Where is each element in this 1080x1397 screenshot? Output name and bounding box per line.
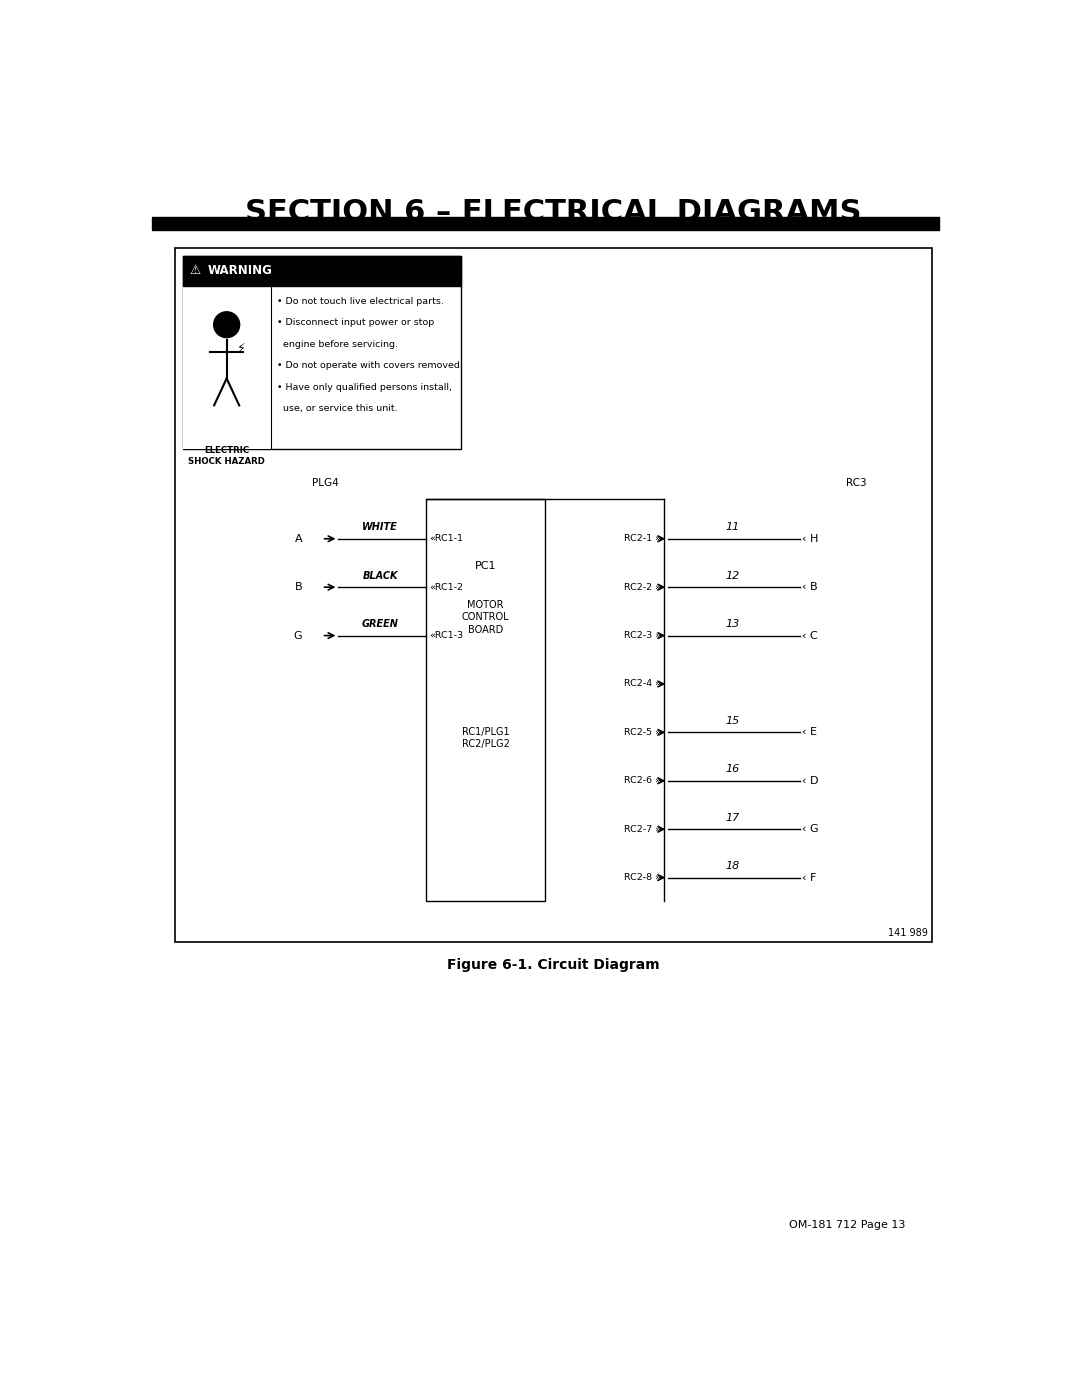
Text: use, or service this unit.: use, or service this unit. bbox=[278, 404, 397, 414]
Text: «RC1-2: «RC1-2 bbox=[429, 583, 463, 592]
Text: MOTOR
CONTROL
BOARD: MOTOR CONTROL BOARD bbox=[462, 599, 510, 634]
Text: PLG4: PLG4 bbox=[312, 478, 339, 488]
Text: ⚠: ⚠ bbox=[189, 264, 201, 278]
Text: 13: 13 bbox=[725, 619, 740, 629]
Text: RC2-4 »: RC2-4 » bbox=[624, 679, 661, 689]
Text: «RC1-1: «RC1-1 bbox=[429, 534, 463, 543]
Text: A: A bbox=[295, 534, 302, 543]
Text: 12: 12 bbox=[725, 571, 740, 581]
Text: RC2-6 »: RC2-6 » bbox=[624, 777, 661, 785]
Text: • Do not operate with covers removed.: • Do not operate with covers removed. bbox=[278, 362, 463, 370]
Text: ‹ H: ‹ H bbox=[802, 534, 819, 543]
Text: SECTION 6 – ELECTRICAL DIAGRAMS: SECTION 6 – ELECTRICAL DIAGRAMS bbox=[245, 198, 862, 228]
Text: ‹ E: ‹ E bbox=[802, 728, 818, 738]
Text: ELECTRIC
SHOCK HAZARD: ELECTRIC SHOCK HAZARD bbox=[188, 446, 265, 465]
Bar bbox=[175, 249, 932, 942]
Text: ⚡: ⚡ bbox=[237, 342, 245, 355]
Text: 18: 18 bbox=[725, 861, 740, 872]
Bar bbox=[183, 256, 461, 286]
Text: ‹ G: ‹ G bbox=[802, 824, 819, 834]
Text: B: B bbox=[295, 583, 302, 592]
Text: Figure 6-1. Circuit Diagram: Figure 6-1. Circuit Diagram bbox=[447, 958, 660, 972]
Text: ‹ F: ‹ F bbox=[802, 873, 816, 883]
Bar bbox=[183, 286, 271, 450]
Text: RC2-5 »: RC2-5 » bbox=[624, 728, 661, 736]
Text: RC2-2 »: RC2-2 » bbox=[624, 583, 661, 592]
Text: RC2-8 »: RC2-8 » bbox=[624, 873, 661, 882]
Text: 141 989: 141 989 bbox=[888, 928, 928, 937]
Text: • Disconnect input power or stop: • Disconnect input power or stop bbox=[278, 319, 434, 327]
Text: GREEN: GREEN bbox=[362, 619, 399, 629]
Text: RC3: RC3 bbox=[847, 478, 867, 488]
Text: 11: 11 bbox=[725, 522, 740, 532]
Text: RC2-1 »: RC2-1 » bbox=[624, 534, 661, 543]
Text: 15: 15 bbox=[725, 715, 740, 726]
Text: WARNING: WARNING bbox=[207, 264, 272, 278]
Text: • Have only qualified persons install,: • Have only qualified persons install, bbox=[278, 383, 453, 391]
Text: RC1/PLG1
RC2/PLG2: RC1/PLG1 RC2/PLG2 bbox=[462, 726, 510, 749]
Text: engine before servicing.: engine before servicing. bbox=[278, 339, 399, 349]
Text: ‹ B: ‹ B bbox=[802, 583, 818, 592]
Text: 16: 16 bbox=[725, 764, 740, 774]
Text: WHITE: WHITE bbox=[363, 522, 399, 532]
Text: • Do not touch live electrical parts.: • Do not touch live electrical parts. bbox=[278, 296, 444, 306]
Bar bbox=[427, 499, 545, 901]
Text: RC2-7 »: RC2-7 » bbox=[624, 824, 661, 834]
Text: RC2-3 »: RC2-3 » bbox=[623, 631, 661, 640]
Bar bbox=[183, 256, 461, 450]
Text: 17: 17 bbox=[725, 813, 740, 823]
Bar bbox=[151, 217, 939, 231]
Text: G: G bbox=[294, 630, 302, 641]
Text: ‹ C: ‹ C bbox=[802, 630, 818, 641]
Circle shape bbox=[214, 312, 240, 338]
Text: ‹ D: ‹ D bbox=[802, 775, 819, 785]
Text: BLACK: BLACK bbox=[363, 571, 399, 581]
Text: OM-181 712 Page 13: OM-181 712 Page 13 bbox=[788, 1221, 905, 1231]
Text: PC1: PC1 bbox=[475, 560, 497, 570]
Text: «RC1-3: «RC1-3 bbox=[429, 631, 463, 640]
